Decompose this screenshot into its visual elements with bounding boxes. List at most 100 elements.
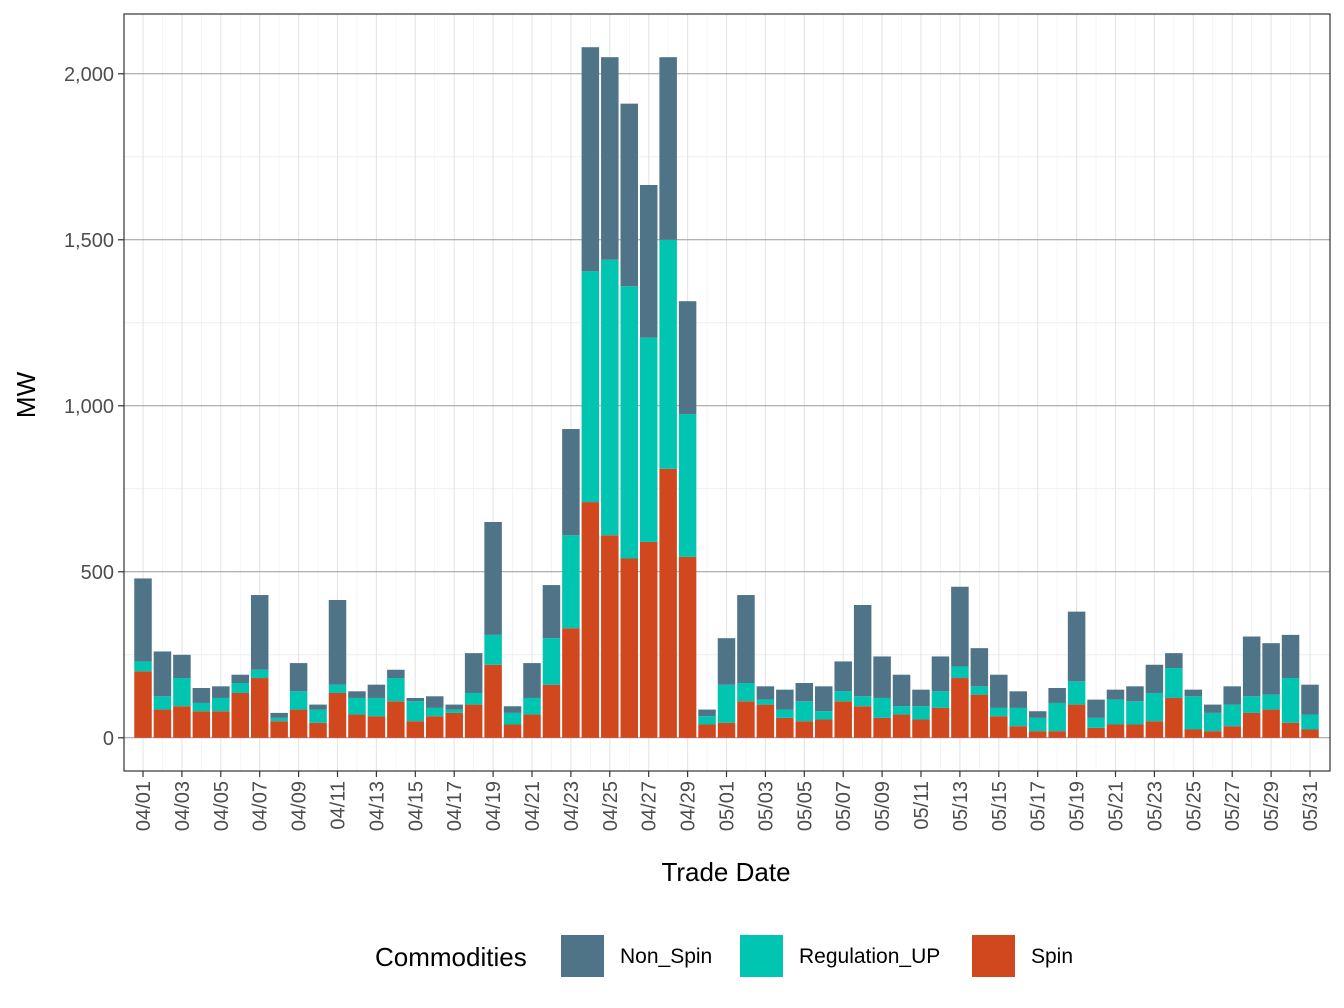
x-tick-label: 05/07 — [833, 781, 855, 831]
bar-regulation-up-05-23 — [1145, 692, 1164, 722]
bar-regulation-up-05-15 — [990, 707, 1008, 717]
bar-regulation-up-04-28 — [659, 239, 677, 469]
bar-spin-04-17 — [445, 712, 463, 738]
bar-regulation-up-05-06 — [814, 711, 833, 720]
bar-non-spin-04-13 — [367, 684, 386, 698]
x-tick-label: 05/05 — [794, 781, 816, 831]
bar-regulation-up-04-09 — [289, 691, 308, 710]
x-tick-label: 04/13 — [366, 781, 388, 831]
x-tick-label: 05/01 — [717, 781, 739, 831]
x-axis-title: Trade Date — [661, 857, 790, 887]
x-tick-label: 04/17 — [444, 781, 466, 831]
bar-spin-04-27 — [639, 541, 658, 738]
bar-non-spin-05-09 — [873, 656, 891, 698]
bar-regulation-up-05-03 — [756, 699, 775, 705]
bar-spin-05-19 — [1067, 704, 1086, 738]
bar-spin-04-09 — [289, 709, 308, 738]
bar-spin-05-22 — [1126, 724, 1144, 738]
bar-spin-04-25 — [601, 535, 619, 738]
x-tick-label: 04/07 — [250, 781, 272, 831]
bar-regulation-up-05-28 — [1242, 696, 1261, 713]
bar-non-spin-04-18 — [464, 653, 483, 693]
bar-non-spin-05-22 — [1126, 686, 1144, 702]
bar-non-spin-05-18 — [1048, 687, 1066, 703]
bar-regulation-up-04-23 — [562, 535, 580, 629]
bar-spin-04-01 — [134, 671, 152, 738]
bar-regulation-up-05-14 — [970, 686, 989, 695]
bar-non-spin-05-07 — [834, 661, 852, 692]
x-tick-label: 04/03 — [172, 781, 194, 831]
bar-regulation-up-04-18 — [464, 692, 483, 705]
bar-non-spin-05-16 — [1009, 691, 1028, 708]
bar-spin-04-14 — [387, 701, 405, 738]
bar-regulation-up-04-24 — [581, 271, 600, 503]
bar-non-spin-04-27 — [639, 184, 658, 338]
x-tick-label: 05/19 — [1067, 781, 1089, 831]
bar-regulation-up-04-25 — [601, 259, 619, 536]
bar-regulation-up-05-19 — [1067, 681, 1086, 705]
x-tick-label: 05/11 — [911, 781, 933, 830]
bar-spin-04-23 — [562, 628, 580, 738]
bar-spin-04-22 — [542, 684, 561, 738]
x-tick-label: 05/09 — [872, 781, 894, 831]
bar-spin-05-08 — [853, 706, 872, 738]
bar-regulation-up-04-06 — [231, 683, 250, 693]
bar-non-spin-04-30 — [698, 709, 716, 717]
bar-regulation-up-05-17 — [1028, 717, 1047, 732]
bar-non-spin-04-04 — [192, 687, 211, 703]
bar-regulation-up-04-07 — [250, 669, 269, 679]
legend-label-non-spin: Non_Spin — [620, 945, 712, 968]
bar-non-spin-04-05 — [212, 686, 230, 698]
bar-spin-04-06 — [231, 692, 250, 738]
bar-non-spin-05-19 — [1067, 611, 1086, 682]
bar-non-spin-04-20 — [503, 706, 522, 713]
bar-spin-04-11 — [328, 692, 347, 738]
bar-non-spin-04-17 — [445, 704, 463, 710]
bar-regulation-up-04-17 — [445, 709, 463, 713]
bar-non-spin-05-05 — [795, 683, 814, 702]
bar-spin-05-13 — [951, 678, 969, 738]
x-tick-label: 05/27 — [1222, 781, 1244, 831]
bar-non-spin-05-17 — [1028, 711, 1047, 718]
x-tick-label: 05/29 — [1261, 781, 1283, 831]
bar-non-spin-04-25 — [601, 57, 619, 260]
bar-spin-05-11 — [912, 719, 930, 738]
bar-spin-04-07 — [250, 678, 269, 738]
bar-non-spin-05-12 — [931, 656, 950, 692]
bar-non-spin-05-11 — [912, 689, 930, 707]
bar-spin-05-15 — [990, 716, 1008, 738]
bar-spin-05-18 — [1048, 731, 1066, 738]
legend: Commodities Non_Spin Regulation_UP Spin — [375, 935, 1073, 977]
bar-non-spin-05-28 — [1242, 636, 1261, 697]
bar-regulation-up-05-11 — [912, 706, 930, 720]
bar-spin-04-18 — [464, 704, 483, 738]
bar-regulation-up-04-16 — [425, 707, 444, 717]
bar-non-spin-05-30 — [1281, 634, 1300, 679]
bar-regulation-up-04-15 — [406, 701, 425, 722]
x-tick-label: 04/25 — [600, 781, 622, 831]
bar-spin-05-14 — [970, 694, 989, 738]
bar-spin-05-25 — [1184, 729, 1203, 738]
bar-regulation-up-05-21 — [1106, 699, 1125, 725]
bar-spin-05-09 — [873, 717, 891, 738]
bar-non-spin-05-24 — [1165, 653, 1183, 669]
legend-label-spin: Spin — [1031, 945, 1073, 968]
legend-title: Commodities — [375, 942, 527, 972]
bar-spin-05-10 — [892, 714, 911, 738]
x-tick-label: 05/31 — [1300, 781, 1322, 831]
bar-spin-05-20 — [1087, 727, 1105, 738]
bar-non-spin-04-29 — [678, 301, 697, 415]
bar-non-spin-05-23 — [1145, 664, 1164, 693]
legend-label-regulation-up: Regulation_UP — [799, 945, 940, 968]
bar-regulation-up-04-13 — [367, 697, 386, 717]
bar-spin-05-12 — [931, 707, 950, 738]
bar-non-spin-05-15 — [990, 674, 1008, 708]
x-tick-label: 05/23 — [1144, 781, 1166, 831]
bar-regulation-up-04-08 — [270, 717, 288, 722]
y-tick-label: 0 — [103, 728, 114, 750]
x-tick-label: 04/29 — [678, 781, 700, 831]
x-tick-label: 04/09 — [289, 781, 311, 831]
bar-regulation-up-04-22 — [542, 638, 561, 685]
x-tick-label: 05/21 — [1106, 781, 1128, 831]
